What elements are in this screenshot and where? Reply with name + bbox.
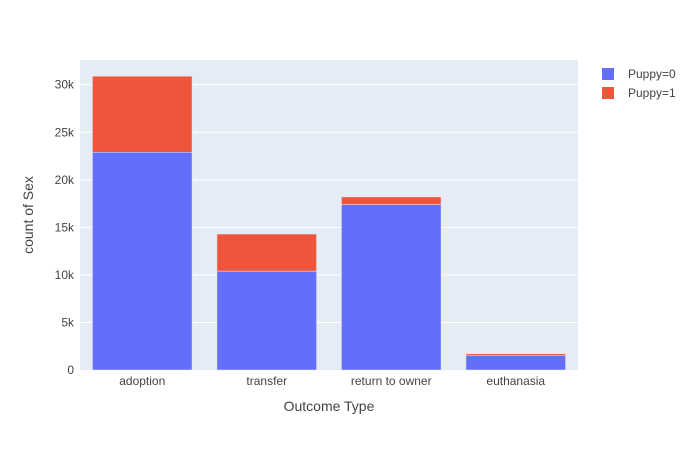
legend-item-puppy-0[interactable]: Puppy=0	[602, 67, 676, 81]
legend-label: Puppy=0	[628, 67, 676, 81]
legend[interactable]: Puppy=0 Puppy=1	[602, 67, 676, 100]
bar-puppy-1-euthanasia[interactable]	[465, 353, 566, 356]
bars	[92, 75, 566, 371]
legend-swatch	[602, 87, 614, 99]
bar-puppy-0-transfer[interactable]	[216, 270, 317, 371]
legend-item-puppy-1[interactable]: Puppy=1	[602, 86, 676, 100]
y-tick-label: 20k	[55, 173, 75, 187]
bar-puppy-0-adoption[interactable]	[92, 151, 193, 371]
y-tick-label: 0	[67, 363, 74, 377]
y-tick-label: 25k	[55, 125, 75, 139]
bar-puppy-1-transfer[interactable]	[216, 233, 317, 272]
bar-puppy-1-adoption[interactable]	[92, 75, 193, 153]
y-axis-ticks: 0 5k 10k 15k 20k 25k 30k	[55, 78, 75, 377]
y-tick-label: 15k	[55, 220, 75, 234]
legend-label: Puppy=1	[628, 86, 676, 100]
bar-puppy-0-return-to-owner[interactable]	[341, 204, 442, 371]
x-tick-label: return to owner	[351, 374, 432, 388]
y-tick-label: 10k	[55, 268, 75, 282]
y-tick-label: 5k	[61, 315, 75, 329]
y-tick-label: 30k	[55, 78, 75, 92]
x-axis-ticks: adoption transfer return to owner euthanasi…	[119, 374, 545, 388]
bar-puppy-0-euthanasia[interactable]	[465, 355, 566, 371]
x-tick-label: adoption	[119, 374, 165, 388]
y-axis-title: count of Sex	[20, 176, 36, 254]
x-tick-label: euthanasia	[486, 374, 545, 388]
x-axis-title: Outcome Type	[284, 398, 375, 414]
x-tick-label: transfer	[246, 374, 287, 388]
bar-puppy-1-return-to-owner[interactable]	[341, 196, 442, 205]
legend-swatch	[602, 68, 614, 80]
